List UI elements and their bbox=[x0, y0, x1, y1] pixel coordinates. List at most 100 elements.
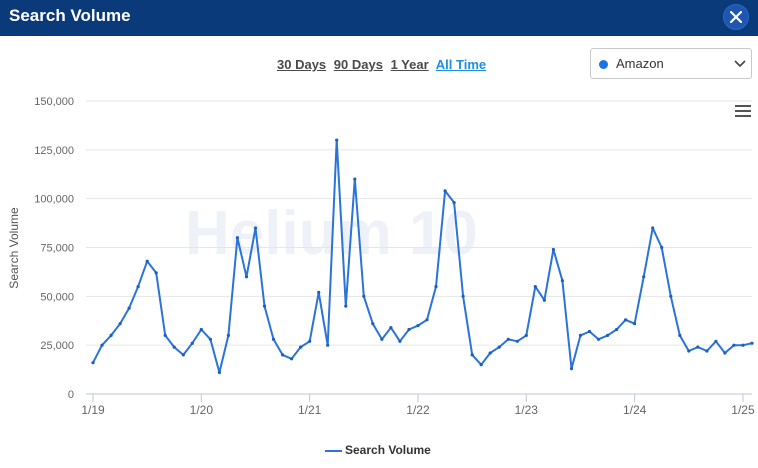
data-point bbox=[705, 349, 709, 353]
x-tick-label: 1/21 bbox=[298, 403, 322, 417]
data-point bbox=[262, 304, 267, 308]
marketplace-select[interactable]: Amazon bbox=[590, 48, 752, 79]
chart-series bbox=[91, 138, 754, 375]
y-tick-label: 150,000 bbox=[34, 96, 74, 108]
data-point bbox=[488, 351, 492, 355]
data-point bbox=[506, 337, 510, 341]
data-point bbox=[253, 226, 258, 230]
data-point bbox=[578, 333, 583, 337]
range-1-year[interactable]: 1 Year bbox=[390, 57, 429, 72]
data-point bbox=[271, 337, 276, 341]
data-point bbox=[651, 226, 655, 230]
y-tick-label: 50,000 bbox=[40, 291, 74, 303]
range-all-time[interactable]: All Time bbox=[435, 57, 487, 72]
y-axis-ticks: 150,000 125,000 100,000 75,000 50,000 25,000 0 bbox=[34, 96, 74, 401]
data-point bbox=[416, 324, 420, 328]
data-point bbox=[741, 343, 745, 347]
chart-grid bbox=[86, 100, 752, 395]
x-tick-label: 1/23 bbox=[515, 403, 539, 417]
data-point bbox=[281, 353, 285, 357]
data-point bbox=[308, 339, 312, 343]
data-point bbox=[732, 343, 736, 347]
data-point bbox=[362, 294, 366, 298]
data-point bbox=[524, 333, 528, 337]
series-line bbox=[92, 139, 753, 374]
data-point bbox=[615, 327, 619, 332]
data-point bbox=[208, 337, 212, 341]
data-point bbox=[109, 333, 113, 337]
x-tick-label: 1/24 bbox=[623, 403, 647, 417]
data-point bbox=[389, 326, 393, 330]
time-range-selector: 30 Days 90 Days 1 Year All Time bbox=[277, 57, 490, 72]
x-tick-label: 1/25 bbox=[731, 403, 755, 417]
data-point bbox=[533, 285, 537, 289]
data-point bbox=[434, 285, 438, 289]
data-point bbox=[633, 322, 637, 326]
data-point bbox=[100, 343, 104, 347]
marketplace-selected-label: Amazon bbox=[616, 56, 664, 71]
data-point bbox=[244, 275, 249, 279]
x-tick-label: 1/20 bbox=[190, 403, 214, 417]
data-point bbox=[452, 201, 456, 205]
data-point bbox=[199, 327, 203, 332]
data-point bbox=[696, 345, 700, 349]
data-point bbox=[596, 337, 601, 341]
range-90-days[interactable]: 90 Days bbox=[333, 57, 383, 72]
data-point bbox=[353, 177, 357, 181]
data-point bbox=[497, 345, 501, 349]
data-point bbox=[470, 353, 474, 357]
hamburger-menu-icon[interactable] bbox=[735, 105, 751, 119]
data-point bbox=[181, 353, 185, 357]
data-point bbox=[127, 306, 131, 310]
data-point bbox=[371, 322, 375, 326]
data-point bbox=[290, 357, 294, 361]
y-axis-label: Search Volume bbox=[7, 207, 21, 289]
data-point bbox=[443, 189, 447, 193]
window-title: Search Volume bbox=[9, 6, 131, 25]
x-axis: 1/19 1/20 1/21 1/22 1/23 1/24 1/25 bbox=[81, 394, 755, 417]
data-point bbox=[461, 294, 465, 298]
data-point bbox=[750, 341, 754, 345]
data-point bbox=[407, 327, 411, 332]
data-point bbox=[551, 247, 556, 252]
data-point bbox=[190, 341, 194, 345]
data-point bbox=[344, 304, 348, 308]
y-tick-label: 75,000 bbox=[40, 243, 74, 255]
legend-label: Search Volume bbox=[345, 443, 431, 457]
data-point bbox=[425, 318, 429, 322]
data-point bbox=[326, 343, 330, 347]
data-point bbox=[163, 333, 167, 337]
data-point bbox=[317, 290, 321, 294]
y-tick-label: 25,000 bbox=[40, 340, 74, 352]
data-point bbox=[145, 259, 149, 263]
data-point bbox=[515, 339, 519, 343]
title-bar: Search Volume bbox=[0, 0, 758, 36]
data-point bbox=[560, 279, 565, 283]
data-point bbox=[606, 333, 610, 337]
data-point bbox=[669, 294, 673, 298]
data-point bbox=[723, 351, 727, 355]
legend-swatch bbox=[325, 449, 342, 452]
y-tick-label: 125,000 bbox=[34, 145, 74, 157]
close-icon bbox=[730, 11, 742, 23]
data-point bbox=[587, 329, 592, 334]
data-point bbox=[172, 345, 176, 349]
y-tick-label: 0 bbox=[68, 389, 74, 401]
data-point bbox=[687, 349, 691, 353]
data-point bbox=[660, 245, 664, 250]
marketplace-dot-icon bbox=[599, 60, 608, 69]
data-point bbox=[217, 370, 221, 375]
range-30-days[interactable]: 30 Days bbox=[277, 57, 327, 72]
data-point bbox=[118, 322, 122, 326]
chevron-down-icon bbox=[734, 60, 746, 68]
data-point bbox=[380, 337, 384, 341]
chart-legend[interactable]: Search Volume bbox=[325, 443, 431, 457]
data-point bbox=[335, 138, 339, 142]
x-tick-label: 1/22 bbox=[406, 403, 430, 417]
data-point bbox=[678, 333, 682, 337]
x-tick-label: 1/19 bbox=[81, 403, 105, 417]
data-point bbox=[569, 367, 574, 371]
data-point bbox=[398, 339, 402, 343]
close-button[interactable] bbox=[723, 4, 749, 30]
